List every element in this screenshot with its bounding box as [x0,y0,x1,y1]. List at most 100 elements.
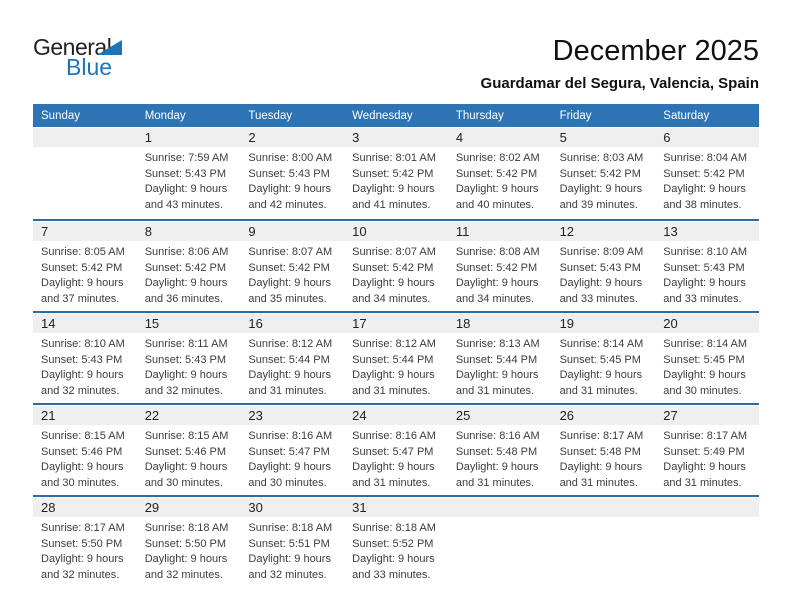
daylight-text-line2: and 32 minutes. [144,568,223,581]
day-sun-info: Sunrise: 8:18 AM Sunset: 5:50 PM Dayligh… [137,517,241,583]
date-strip: 14 [33,314,137,333]
date-number: 15 [144,316,160,331]
date-strip: 20 [655,314,759,333]
sunset-text: Sunset: 5:42 PM [352,167,434,180]
sunset-text: Sunset: 5:45 PM [663,353,745,366]
calendar-day-cell [447,497,552,587]
day-sun-info: Sunrise: 8:16 AM Sunset: 5:47 PM Dayligh… [240,425,344,491]
calendar-day-cell: 29 Sunrise: 8:18 AM Sunset: 5:50 PM Dayl… [136,497,241,587]
date-strip: 11 [447,222,552,241]
sunrise-text: Sunrise: 8:17 AM [41,522,125,534]
date-number: 30 [248,500,263,515]
daylight-text-line2: and 43 minutes. [144,198,223,211]
calendar-day-cell: 26 Sunrise: 8:17 AM Sunset: 5:48 PM Dayl… [551,405,656,495]
daylight-text-line1: Daylight: 9 hours [559,461,643,473]
daylight-text-line2: and 31 minutes. [559,476,638,489]
date-strip: 19 [551,314,656,333]
date-strip: 3 [344,128,448,147]
date-strip: 22 [136,406,241,425]
daylight-text-line1: Daylight: 9 hours [41,553,124,565]
calendar-day-cell: 30 Sunrise: 8:18 AM Sunset: 5:51 PM Dayl… [240,497,345,587]
daylight-text-line1: Daylight: 9 hours [352,183,435,195]
calendar-day-cell: 6 Sunrise: 8:04 AM Sunset: 5:42 PM Dayli… [655,127,759,219]
sunset-text: Sunset: 5:50 PM [144,537,227,550]
sunset-text: Sunset: 5:49 PM [663,445,745,458]
calendar-day-cell: 5 Sunrise: 8:03 AM Sunset: 5:42 PM Dayli… [551,127,656,219]
date-strip: 12 [551,222,656,241]
daylight-text-line1: Daylight: 9 hours [559,277,643,289]
week-row: 28 Sunrise: 8:17 AM Sunset: 5:50 PM Dayl… [33,495,759,587]
calendar-day-cell: 20 Sunrise: 8:14 AM Sunset: 5:45 PM Dayl… [655,313,759,403]
date-strip [33,128,137,147]
calendar-day-cell: 25 Sunrise: 8:16 AM Sunset: 5:48 PM Dayl… [447,405,552,495]
date-strip: 25 [447,406,552,425]
sunset-text: Sunset: 5:43 PM [663,261,745,274]
weekday-header-row: Sunday Monday Tuesday Wednesday Thursday Frid… [33,104,759,127]
calendar-day-cell: 17 Sunrise: 8:12 AM Sunset: 5:44 PM Dayl… [344,313,448,403]
daylight-text-line1: Daylight: 9 hours [352,461,435,473]
sunrise-text: Sunrise: 8:10 AM [41,338,125,350]
daylight-text-line2: and 31 minutes. [352,384,431,397]
calendar-day-cell: 28 Sunrise: 8:17 AM Sunset: 5:50 PM Dayl… [33,497,137,587]
daylight-text-line2: and 30 minutes. [41,476,120,489]
sunset-text: Sunset: 5:43 PM [248,167,330,180]
daylight-text-line1: Daylight: 9 hours [41,277,124,289]
day-sun-info: Sunrise: 8:12 AM Sunset: 5:44 PM Dayligh… [344,333,448,399]
daylight-text-line2: and 31 minutes. [352,476,431,489]
date-number: 4 [455,130,464,145]
daylight-text-line1: Daylight: 9 hours [663,369,746,381]
sunrise-text: Sunrise: 8:00 AM [248,152,333,164]
date-number: 18 [455,316,471,331]
calendar-day-cell: 15 Sunrise: 8:11 AM Sunset: 5:43 PM Dayl… [136,313,241,403]
date-strip: 30 [240,498,345,517]
day-sun-info: Sunrise: 8:15 AM Sunset: 5:46 PM Dayligh… [137,425,241,491]
sunset-text: Sunset: 5:47 PM [352,445,434,458]
day-sun-info: Sunrise: 8:01 AM Sunset: 5:42 PM Dayligh… [344,147,448,213]
sunrise-text: Sunrise: 8:10 AM [663,246,748,258]
date-strip: 7 [33,222,137,241]
daylight-text-line1: Daylight: 9 hours [41,369,124,381]
day-header-wednesday: Wednesday [352,109,413,122]
calendar-day-cell [655,497,759,587]
daylight-text-line2: and 36 minutes. [144,292,223,305]
sunset-text: Sunset: 5:42 PM [455,167,538,180]
day-sun-info: Sunrise: 8:04 AM Sunset: 5:42 PM Dayligh… [655,147,759,213]
calendar-day-cell: 3 Sunrise: 8:01 AM Sunset: 5:42 PM Dayli… [344,127,448,219]
daylight-text-line1: Daylight: 9 hours [144,369,228,381]
sunset-text: Sunset: 5:43 PM [559,261,641,274]
calendar-day-cell: 27 Sunrise: 8:17 AM Sunset: 5:49 PM Dayl… [655,405,759,495]
day-header-thursday: Thursday [455,109,504,122]
page-title: December 2025 [552,35,759,67]
sunrise-text: Sunrise: 8:02 AM [455,152,540,164]
calendar-day-cell: 31 Sunrise: 8:18 AM Sunset: 5:52 PM Dayl… [344,497,448,587]
calendar-day-cell: 13 Sunrise: 8:10 AM Sunset: 5:43 PM Dayl… [655,221,759,311]
calendar-day-cell: 19 Sunrise: 8:14 AM Sunset: 5:45 PM Dayl… [551,313,656,403]
day-sun-info [552,517,656,521]
sunrise-text: Sunrise: 8:14 AM [559,338,644,350]
date-number: 8 [144,224,152,239]
date-strip: 16 [240,314,345,333]
sunset-text: Sunset: 5:46 PM [144,445,227,458]
date-number: 3 [352,130,360,145]
sunset-text: Sunset: 5:43 PM [144,353,227,366]
date-number: 13 [663,224,678,239]
calendar-day-cell: 12 Sunrise: 8:09 AM Sunset: 5:43 PM Dayl… [551,221,656,311]
calendar-day-cell: 4 Sunrise: 8:02 AM Sunset: 5:42 PM Dayli… [447,127,552,219]
daylight-text-line2: and 34 minutes. [455,292,535,305]
day-header-friday: Friday [559,109,592,122]
sunrise-text: Sunrise: 8:14 AM [663,338,748,350]
daylight-text-line1: Daylight: 9 hours [559,369,643,381]
daylight-text-line2: and 32 minutes. [41,384,120,397]
day-sun-info: Sunrise: 8:16 AM Sunset: 5:48 PM Dayligh… [448,425,552,491]
daylight-text-line2: and 31 minutes. [455,476,535,489]
day-sun-info: Sunrise: 8:10 AM Sunset: 5:43 PM Dayligh… [655,241,759,307]
daylight-text-line2: and 35 minutes. [248,292,327,305]
sunset-text: Sunset: 5:48 PM [455,445,538,458]
daylight-text-line1: Daylight: 9 hours [144,277,228,289]
sunset-text: Sunset: 5:42 PM [455,261,538,274]
day-sun-info [655,517,759,521]
sunset-text: Sunset: 5:44 PM [248,353,330,366]
daylight-text-line2: and 31 minutes. [559,384,638,397]
sunrise-text: Sunrise: 8:11 AM [144,338,228,350]
sunset-text: Sunset: 5:50 PM [41,537,123,550]
